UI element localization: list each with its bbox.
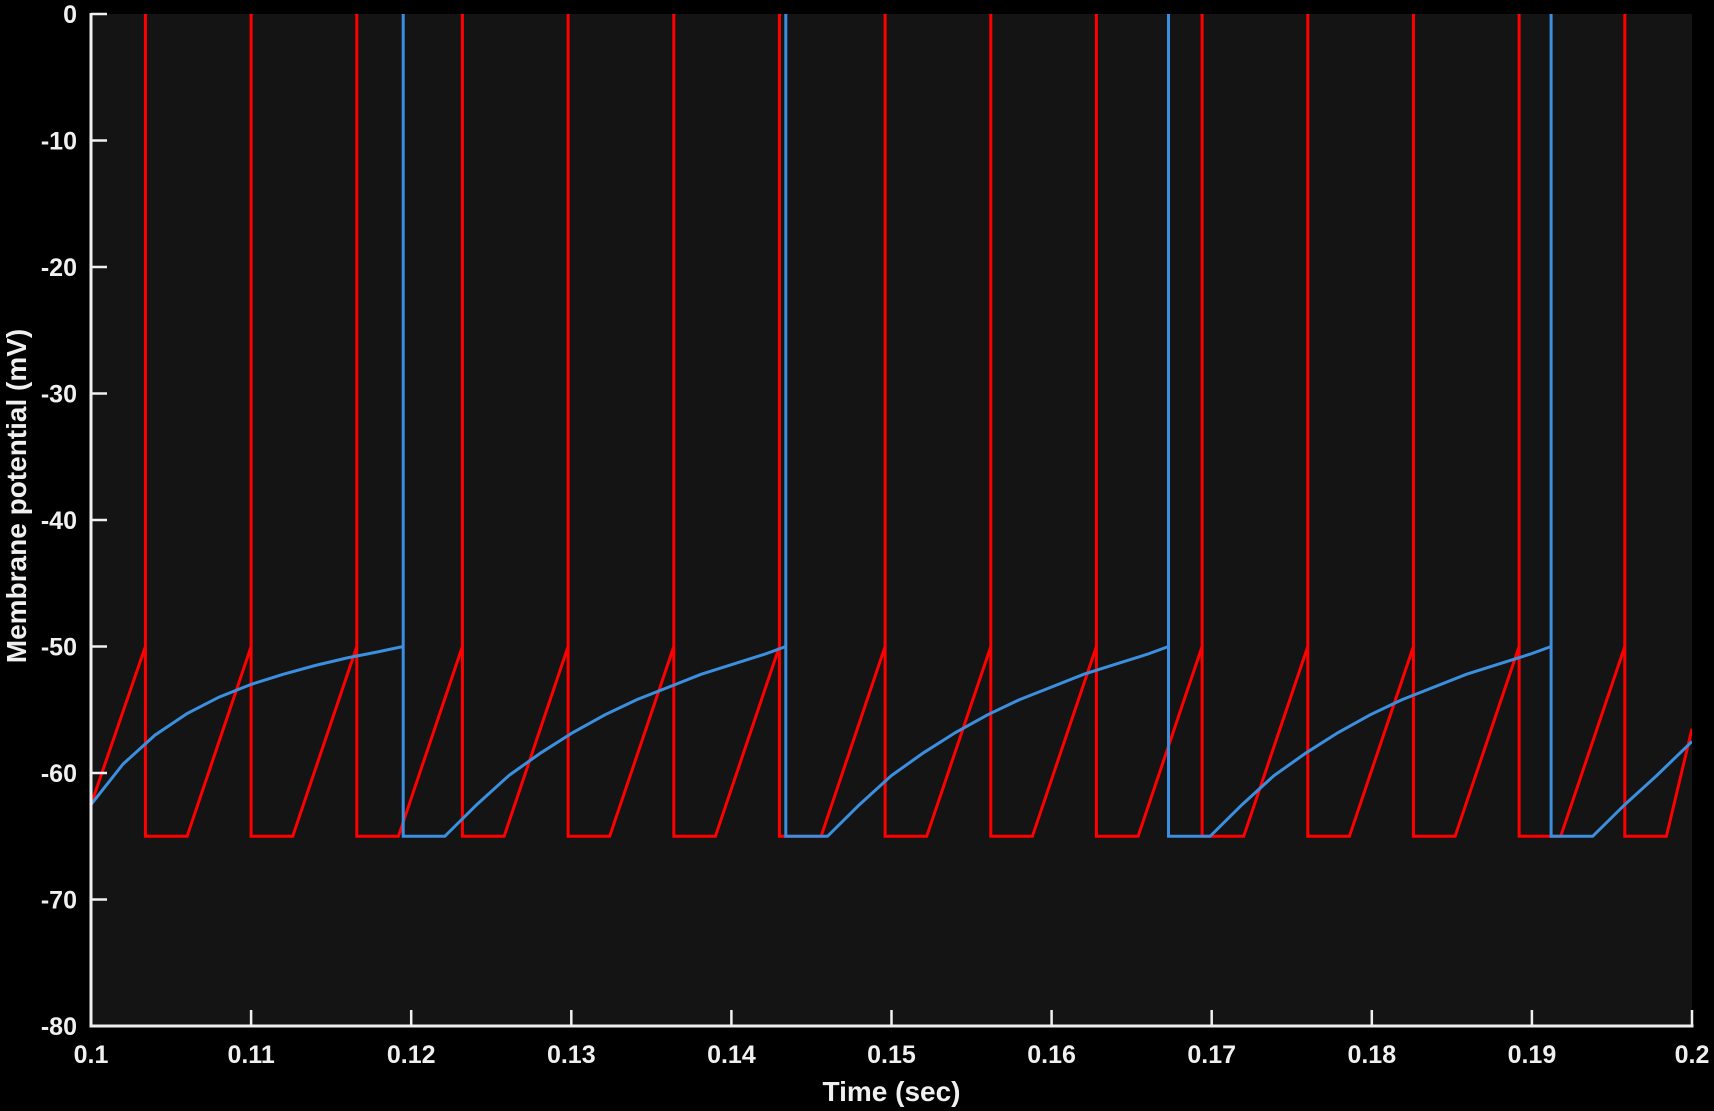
x-tick-label: 0.14	[707, 1041, 756, 1069]
y-tick-label: -10	[41, 128, 77, 156]
y-tick-label: -50	[41, 634, 77, 662]
series-layer	[91, 14, 1692, 838]
x-tick-label: 0.15	[867, 1041, 916, 1069]
x-tick-label: 0.19	[1508, 1041, 1557, 1069]
x-tick-label: 0.18	[1347, 1041, 1396, 1069]
x-tick-label: 0.17	[1187, 1041, 1236, 1069]
series-line-1	[91, 14, 1692, 838]
x-tick-label: 0.1	[74, 1041, 109, 1069]
plot-area	[91, 14, 1692, 1026]
y-tick-label: -20	[41, 254, 77, 282]
series-line-2	[91, 14, 1692, 838]
x-tick-label: 0.12	[387, 1041, 436, 1069]
y-tick-label: 0	[63, 1, 77, 29]
x-tick-label: 0.13	[547, 1041, 596, 1069]
x-axis-label: Time (sec)	[823, 1076, 961, 1107]
x-tick-label: 0.2	[1675, 1041, 1710, 1069]
y-axis-label: Membrane potential (mV)	[1, 329, 32, 663]
x-tick-label: 0.16	[1027, 1041, 1076, 1069]
x-tick-label: 0.11	[227, 1041, 274, 1069]
y-tick-label: -40	[41, 507, 77, 535]
y-tick-label: -60	[41, 760, 77, 788]
y-tick-label: -70	[41, 887, 77, 915]
y-tick-label: -80	[41, 1013, 77, 1041]
y-tick-label: -30	[41, 381, 77, 409]
axes-layer: 0.1 0.11 0.12 0.13 0.14 0.15 0.16 0.17 0.18 0.19 0…	[41, 1, 1710, 1069]
